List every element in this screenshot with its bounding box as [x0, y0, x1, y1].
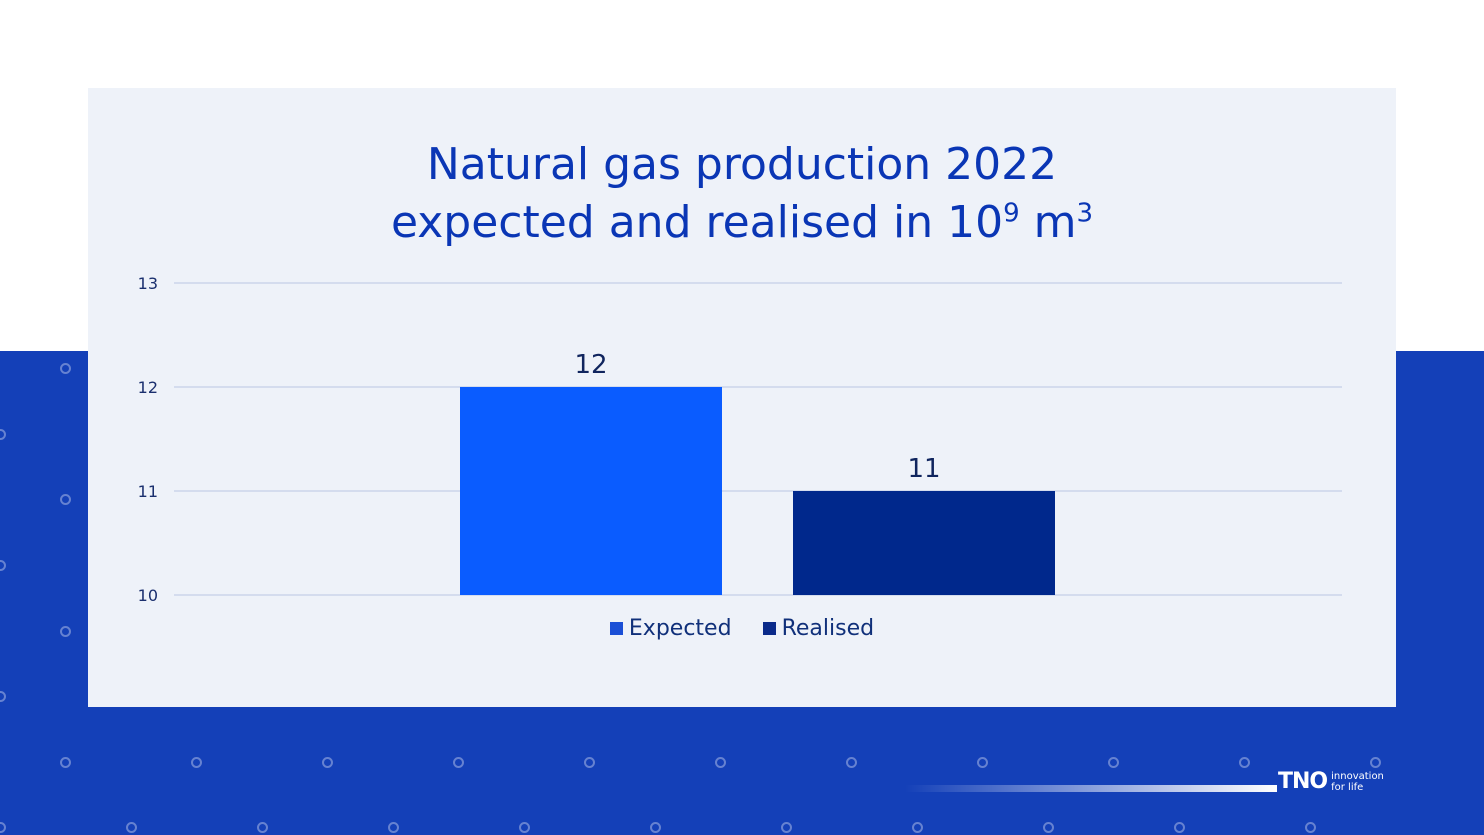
pattern-dot — [0, 560, 6, 571]
pattern-dot — [60, 363, 71, 374]
pattern-dot — [1108, 757, 1119, 768]
logo-tagline: innovation for life — [1331, 771, 1384, 793]
legend-swatch-expected — [609, 622, 623, 635]
pattern-dot — [388, 822, 399, 833]
bar-expected — [460, 387, 722, 595]
logo-tagline-line1: innovation — [1331, 770, 1384, 782]
chart-title: Natural gas production 2022 expected and… — [88, 136, 1396, 252]
y-tick-label: 13 — [138, 274, 158, 293]
pattern-dot — [1239, 757, 1250, 768]
pattern-dot — [60, 494, 71, 505]
data-label-realised: 11 — [907, 454, 940, 484]
legend-item-expected: Expected — [609, 616, 732, 641]
tno-logo: TNO innovation for life — [1278, 769, 1384, 794]
bar-realised — [793, 491, 1055, 595]
y-tick-label: 11 — [138, 482, 158, 501]
pattern-dot — [322, 757, 333, 768]
pattern-dot — [846, 757, 857, 768]
chart-legend: Expected Realised — [88, 616, 1396, 641]
logo-tagline-line2: for life — [1331, 781, 1364, 793]
legend-swatch-realised — [762, 622, 776, 635]
pattern-dot — [977, 757, 988, 768]
title-line-2-text: expected and realised in 10 — [390, 197, 1004, 248]
pattern-dot — [126, 822, 137, 833]
pattern-dot — [1174, 822, 1185, 833]
pattern-dot — [715, 757, 726, 768]
pattern-dot — [0, 691, 6, 702]
pattern-dot — [60, 626, 71, 637]
pattern-dot — [912, 822, 923, 833]
title-unit: m — [1019, 197, 1077, 248]
pattern-dot — [781, 822, 792, 833]
pattern-dot — [584, 757, 595, 768]
title-line-2: expected and realised in 109 m3 — [88, 194, 1396, 252]
pattern-dot — [191, 757, 202, 768]
pattern-dot — [1305, 822, 1316, 833]
pattern-dot — [0, 429, 6, 440]
pattern-dot — [453, 757, 464, 768]
pattern-dot — [1370, 757, 1381, 768]
logo-mark: TNO — [1278, 769, 1328, 794]
title-line-1: Natural gas production 2022 — [426, 139, 1058, 190]
data-label-expected: 12 — [574, 350, 607, 380]
title-exponent-1: 9 — [1003, 198, 1020, 229]
pattern-dot — [0, 822, 6, 833]
legend-item-realised: Realised — [762, 616, 875, 641]
bar-chart: 10 11 12 13 12 11 — [138, 274, 1342, 605]
legend-label-realised: Realised — [781, 616, 875, 641]
legend-label-expected: Expected — [628, 616, 732, 641]
y-tick-label: 12 — [138, 378, 158, 397]
title-exponent-2: 3 — [1076, 198, 1094, 229]
pattern-dot — [257, 822, 268, 833]
pattern-dot — [519, 822, 530, 833]
chart-card: Natural gas production 2022 expected and… — [88, 88, 1396, 707]
footer-line — [905, 785, 1277, 792]
y-tick-label: 10 — [138, 586, 158, 605]
pattern-dot — [60, 757, 71, 768]
pattern-dot — [650, 822, 661, 833]
pattern-dot — [1043, 822, 1054, 833]
